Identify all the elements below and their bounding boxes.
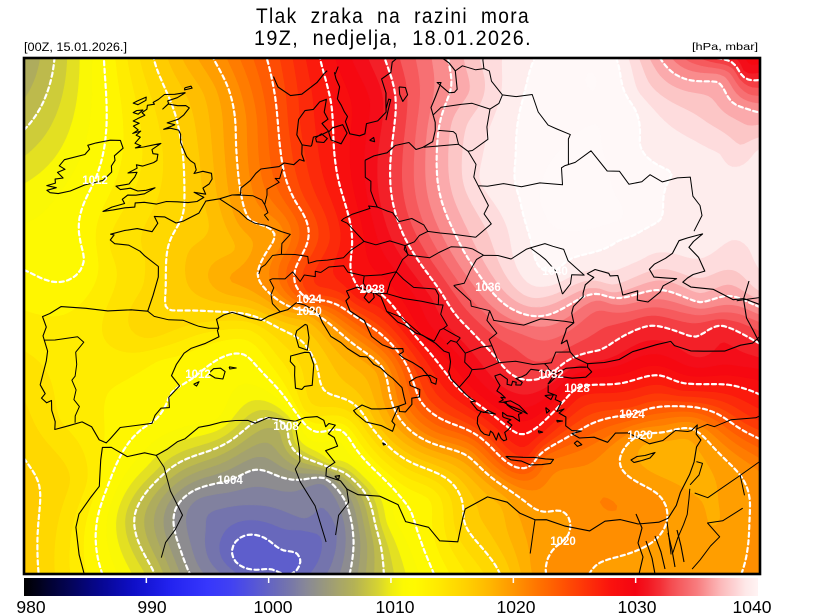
svg-text:1024: 1024 — [619, 409, 645, 421]
svg-text:1040: 1040 — [733, 597, 772, 615]
svg-text:1040: 1040 — [542, 266, 568, 278]
svg-text:1020: 1020 — [627, 430, 653, 442]
svg-text:1028: 1028 — [564, 383, 590, 395]
svg-text:1000: 1000 — [254, 597, 293, 615]
svg-text:1012: 1012 — [185, 369, 211, 381]
svg-text:1024: 1024 — [296, 294, 322, 306]
svg-text:1010: 1010 — [376, 597, 415, 615]
svg-text:19Z, nedjelja, 18.01.2026.: 19Z, nedjelja, 18.01.2026. — [254, 27, 532, 50]
svg-text:1012: 1012 — [82, 175, 108, 187]
svg-text:1004: 1004 — [217, 475, 243, 487]
svg-text:1036: 1036 — [475, 282, 501, 294]
svg-text:1020: 1020 — [296, 306, 322, 318]
svg-text:980: 980 — [16, 597, 45, 615]
svg-text:1008: 1008 — [273, 421, 299, 433]
svg-text:1028: 1028 — [359, 284, 385, 296]
svg-text:1020: 1020 — [497, 597, 536, 615]
svg-text:[00Z, 15.01.2026.]: [00Z, 15.01.2026.] — [24, 42, 127, 54]
svg-text:990: 990 — [137, 597, 166, 615]
svg-text:1020: 1020 — [550, 536, 576, 548]
svg-text:1032: 1032 — [538, 369, 564, 381]
svg-text:[hPa, mbar]: [hPa, mbar] — [692, 41, 758, 53]
svg-text:Tlak zraka na razini mora: Tlak zraka na razini mora — [256, 5, 530, 28]
svg-text:1030: 1030 — [618, 597, 657, 615]
